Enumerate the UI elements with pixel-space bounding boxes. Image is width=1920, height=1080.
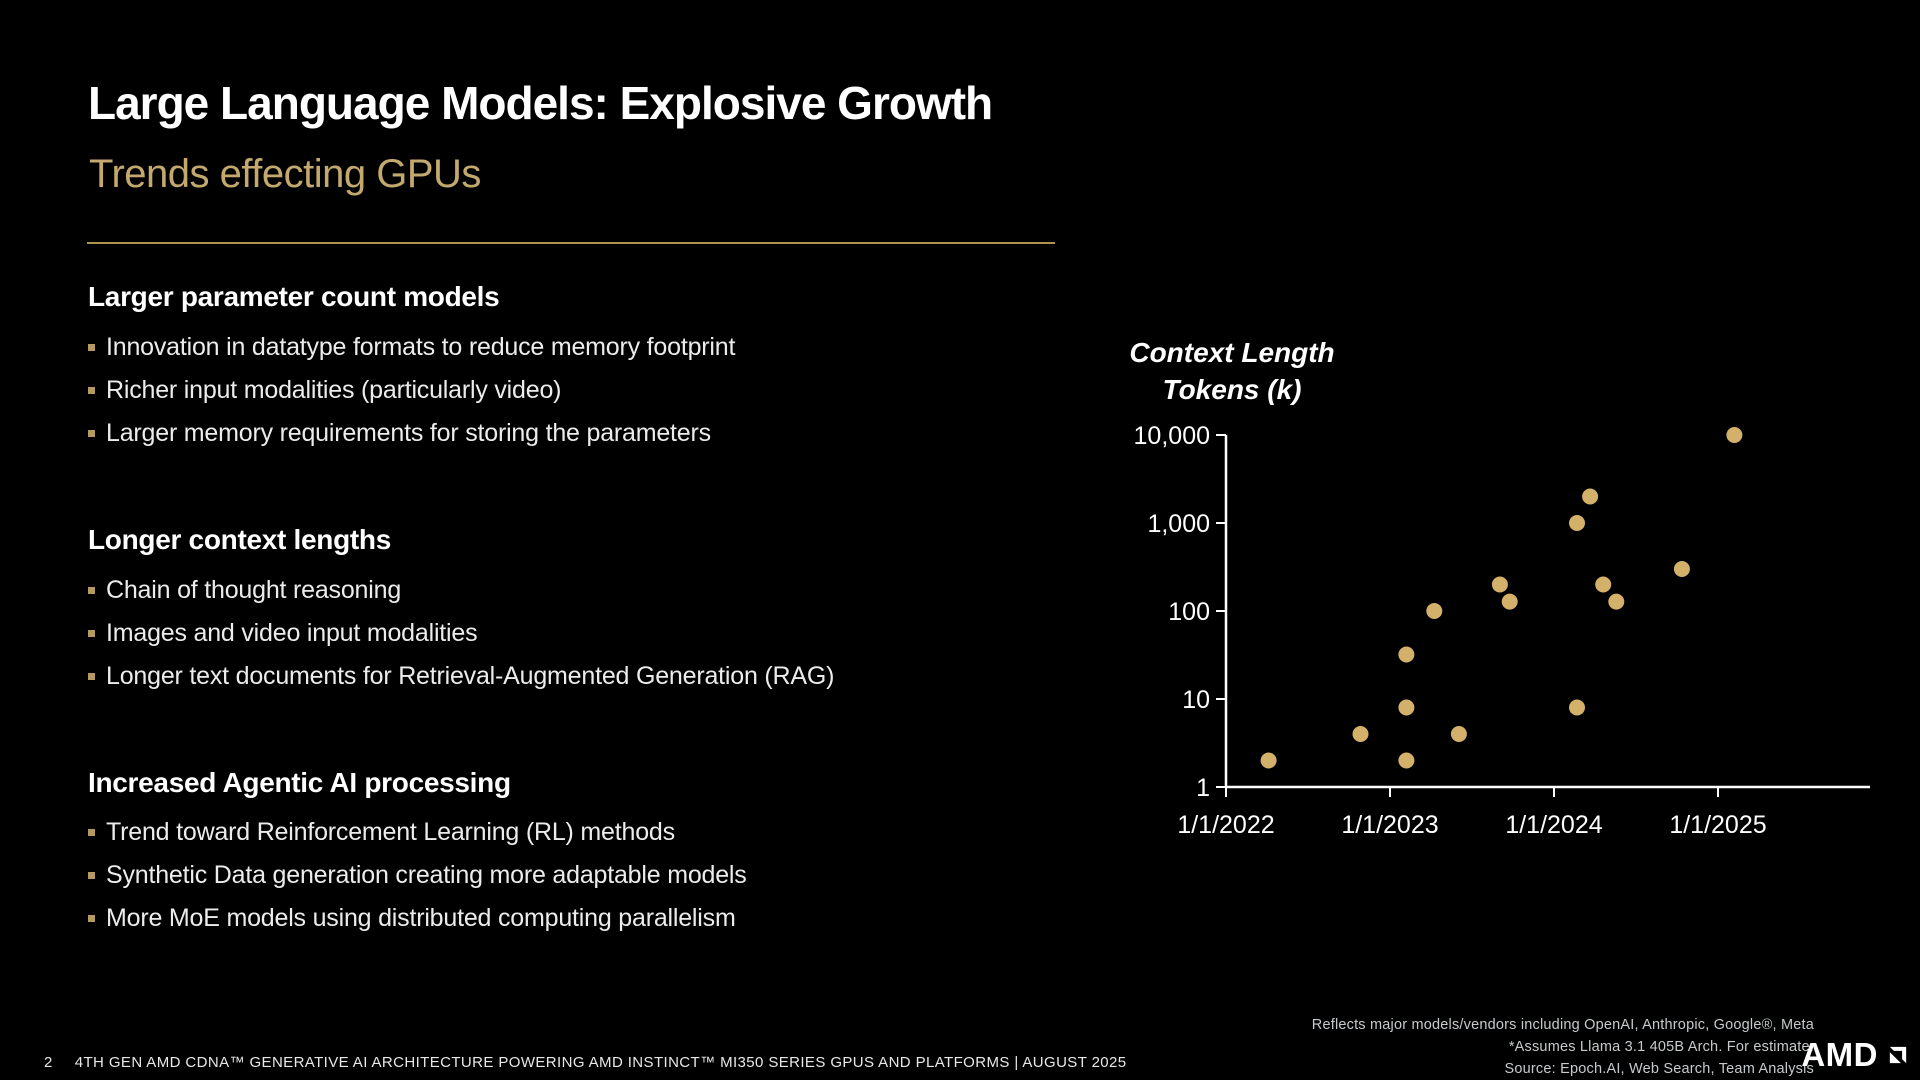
context-length-chart: Context Length Tokens (k) 1 10 100 1,000 10,00… bbox=[1120, 330, 1920, 890]
bullet-text: Chain of thought reasoning bbox=[106, 575, 402, 604]
bullet-square-icon bbox=[88, 343, 95, 351]
amd-logo: AMD bbox=[1801, 1038, 1912, 1071]
bullet-sections: Larger parameter count models Innovation… bbox=[88, 281, 1028, 1010]
bullet-text: Larger memory requirements for storing t… bbox=[106, 418, 711, 447]
x-tick-label: 1/1/2023 bbox=[1341, 811, 1438, 839]
data-point bbox=[1595, 576, 1612, 593]
data-point bbox=[1450, 726, 1467, 742]
bullet-text: Innovation in datatype formats to reduce… bbox=[106, 332, 736, 361]
footer-text: 4TH GEN AMD CDNA™ GENERATIVE AI ARCHITEC… bbox=[74, 1054, 1127, 1071]
section: Longer context lengths Chain of thought … bbox=[88, 523, 1028, 698]
data-point bbox=[1398, 646, 1415, 663]
data-point bbox=[1426, 603, 1443, 619]
bullet-square-icon bbox=[88, 629, 95, 637]
data-point bbox=[1352, 726, 1369, 742]
bullet-item: Images and video input modalities bbox=[88, 612, 1028, 655]
footnote-line: Source: Epoch.AI, Web Search, Team Analy… bbox=[1504, 1061, 1814, 1077]
bullet-item: Synthetic Data generation creating more … bbox=[88, 854, 1028, 897]
section: Increased Agentic AI processing Trend to… bbox=[88, 766, 1028, 941]
data-point bbox=[1569, 515, 1585, 531]
data-point bbox=[1673, 561, 1690, 577]
bullet-square-icon bbox=[88, 429, 95, 437]
section-heading: Larger parameter count models bbox=[88, 281, 500, 312]
data-point bbox=[1260, 752, 1277, 769]
bullet-text: Richer input modalities (particularly vi… bbox=[106, 375, 562, 404]
bullet-square-icon bbox=[88, 386, 95, 394]
page-subtitle: Trends effecting GPUs bbox=[89, 152, 481, 196]
footnote-line: *Assumes Llama 3.1 405B Arch. For estima… bbox=[1508, 1039, 1814, 1055]
bullet-item: Richer input modalities (particularly vi… bbox=[88, 369, 1028, 412]
y-tick-label: 100 bbox=[1168, 598, 1210, 626]
x-tick-label: 1/1/2022 bbox=[1177, 811, 1274, 839]
data-point bbox=[1491, 576, 1508, 593]
bullet-square-icon bbox=[88, 872, 95, 880]
bullet-item: More MoE models using distributed comput… bbox=[88, 897, 1028, 940]
bullet-item: Chain of thought reasoning bbox=[88, 569, 1028, 612]
bullet-text: More MoE models using distributed comput… bbox=[106, 904, 736, 933]
bullet-text: Trend toward Reinforcement Learning (RL)… bbox=[106, 818, 675, 847]
bullet-square-icon bbox=[88, 915, 95, 923]
chart-footnotes: Reflects major models/vendors including … bbox=[1312, 1014, 1814, 1080]
bullet-square-icon bbox=[88, 586, 95, 594]
data-point bbox=[1398, 752, 1415, 769]
bullet-list: Trend toward Reinforcement Learning (RL)… bbox=[88, 811, 1028, 940]
bullet-text: Longer text documents for Retrieval-Augm… bbox=[106, 661, 835, 690]
page-title: Large Language Models: Explosive Growth bbox=[88, 77, 993, 129]
data-point bbox=[1569, 699, 1585, 716]
bullet-item: Innovation in datatype formats to reduce… bbox=[88, 326, 1028, 369]
x-tick-label: 1/1/2025 bbox=[1669, 811, 1766, 839]
divider-rule bbox=[87, 242, 1055, 244]
data-point bbox=[1726, 427, 1743, 443]
section: Larger parameter count models Innovation… bbox=[88, 281, 1028, 455]
y-tick-label: 10,000 bbox=[1134, 422, 1210, 450]
amd-arrow-icon bbox=[1889, 1046, 1907, 1063]
page-number: 2 bbox=[44, 1054, 53, 1071]
x-tick-label: 1/1/2024 bbox=[1505, 811, 1602, 839]
data-point bbox=[1582, 488, 1599, 505]
bullet-square-icon bbox=[88, 672, 95, 680]
y-tick-label: 10 bbox=[1182, 686, 1210, 714]
bullet-text: Images and video input modalities bbox=[106, 618, 478, 647]
slide-footer: 2 4TH GEN AMD CDNA™ GENERATIVE AI ARCHIT… bbox=[44, 1054, 1127, 1071]
bullet-item: Trend toward Reinforcement Learning (RL)… bbox=[88, 811, 1028, 854]
bullet-item: Longer text documents for Retrieval-Augm… bbox=[88, 655, 1028, 698]
bullet-item: Larger memory requirements for storing t… bbox=[88, 412, 1028, 455]
chart-title-line: Tokens (k) bbox=[1163, 374, 1302, 405]
y-tick-label: 1 bbox=[1196, 774, 1210, 802]
chart-title-line: Context Length bbox=[1129, 337, 1334, 368]
bullet-text: Synthetic Data generation creating more … bbox=[106, 861, 747, 890]
bullet-list: Innovation in datatype formats to reduce… bbox=[88, 326, 1028, 455]
data-point bbox=[1501, 593, 1518, 610]
footnote-line: Reflects major models/vendors including … bbox=[1311, 1017, 1814, 1033]
data-point bbox=[1398, 699, 1415, 716]
section-heading: Increased Agentic AI processing bbox=[88, 766, 511, 798]
scatter-plot: Context Length Tokens (k) 1 10 100 1,000 10,00… bbox=[1129, 337, 1870, 839]
bullet-square-icon bbox=[88, 829, 95, 837]
section-heading: Longer context lengths bbox=[88, 523, 391, 555]
data-point bbox=[1608, 593, 1625, 610]
amd-wordmark: AMD bbox=[1801, 1036, 1878, 1073]
y-tick-label: 1,000 bbox=[1147, 510, 1210, 538]
bullet-list: Chain of thought reasoning Images and vid… bbox=[88, 569, 1028, 698]
